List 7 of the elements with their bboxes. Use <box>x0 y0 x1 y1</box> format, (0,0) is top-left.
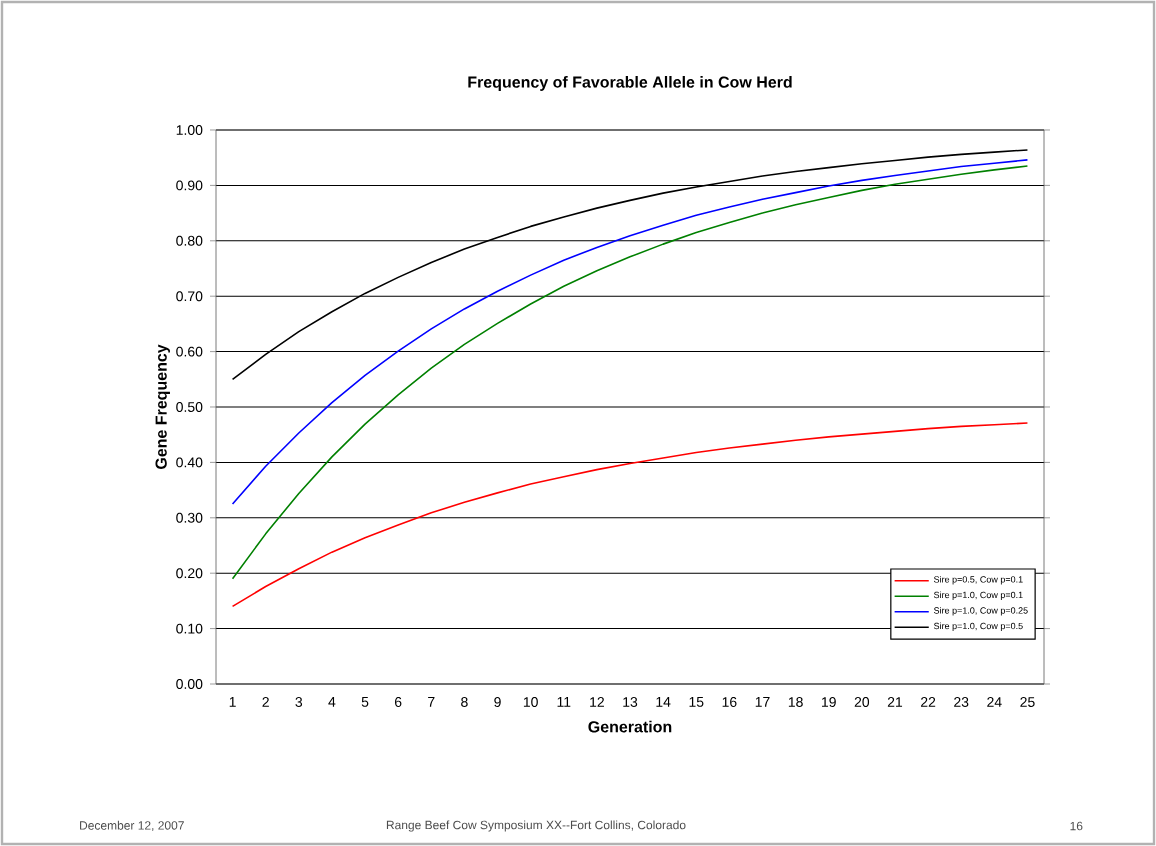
x-axis-title: Generation <box>588 720 672 733</box>
line-series <box>231 165 1029 580</box>
chart-title: Frequency of Favorable Allele in Cow Herd <box>468 76 792 91</box>
line-series <box>231 149 1029 381</box>
line-series <box>231 159 1029 505</box>
y-axis-title: Gene Frequency <box>155 344 170 470</box>
line-series <box>231 422 1029 608</box>
